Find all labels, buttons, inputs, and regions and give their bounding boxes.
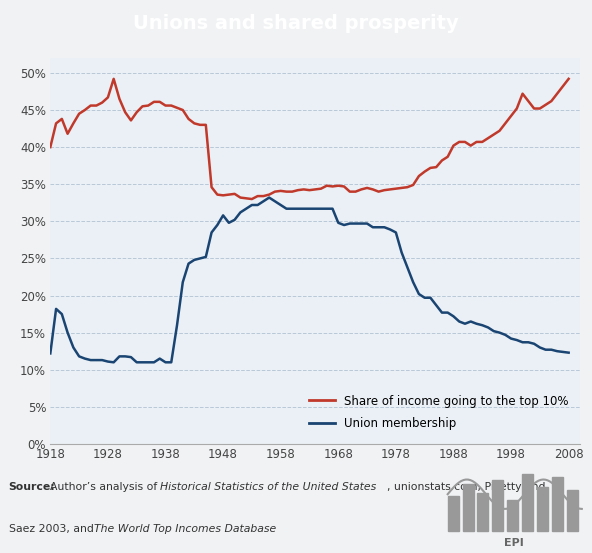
- Bar: [537, 487, 548, 531]
- Bar: [567, 490, 578, 531]
- Legend: Share of income going to the top 10%, Union membership: Share of income going to the top 10%, Un…: [309, 395, 569, 430]
- Bar: [448, 497, 459, 531]
- Bar: [522, 474, 533, 531]
- Text: Source:: Source:: [9, 482, 56, 492]
- Text: Historical Statistics of the United States: Historical Statistics of the United Stat…: [160, 482, 376, 492]
- Bar: [478, 493, 488, 531]
- Text: EPI: EPI: [504, 538, 523, 548]
- Text: , unionstats.com, Piketty and: , unionstats.com, Piketty and: [387, 482, 546, 492]
- Text: Author’s analysis of: Author’s analysis of: [50, 482, 157, 492]
- Text: The World Top Incomes Database: The World Top Incomes Database: [94, 524, 276, 534]
- Bar: [462, 484, 474, 531]
- Bar: [493, 481, 503, 531]
- Bar: [552, 477, 563, 531]
- Bar: [507, 499, 518, 531]
- Text: Saez 2003, and: Saez 2003, and: [9, 524, 94, 534]
- Text: Unions and shared prosperity: Unions and shared prosperity: [133, 14, 459, 33]
